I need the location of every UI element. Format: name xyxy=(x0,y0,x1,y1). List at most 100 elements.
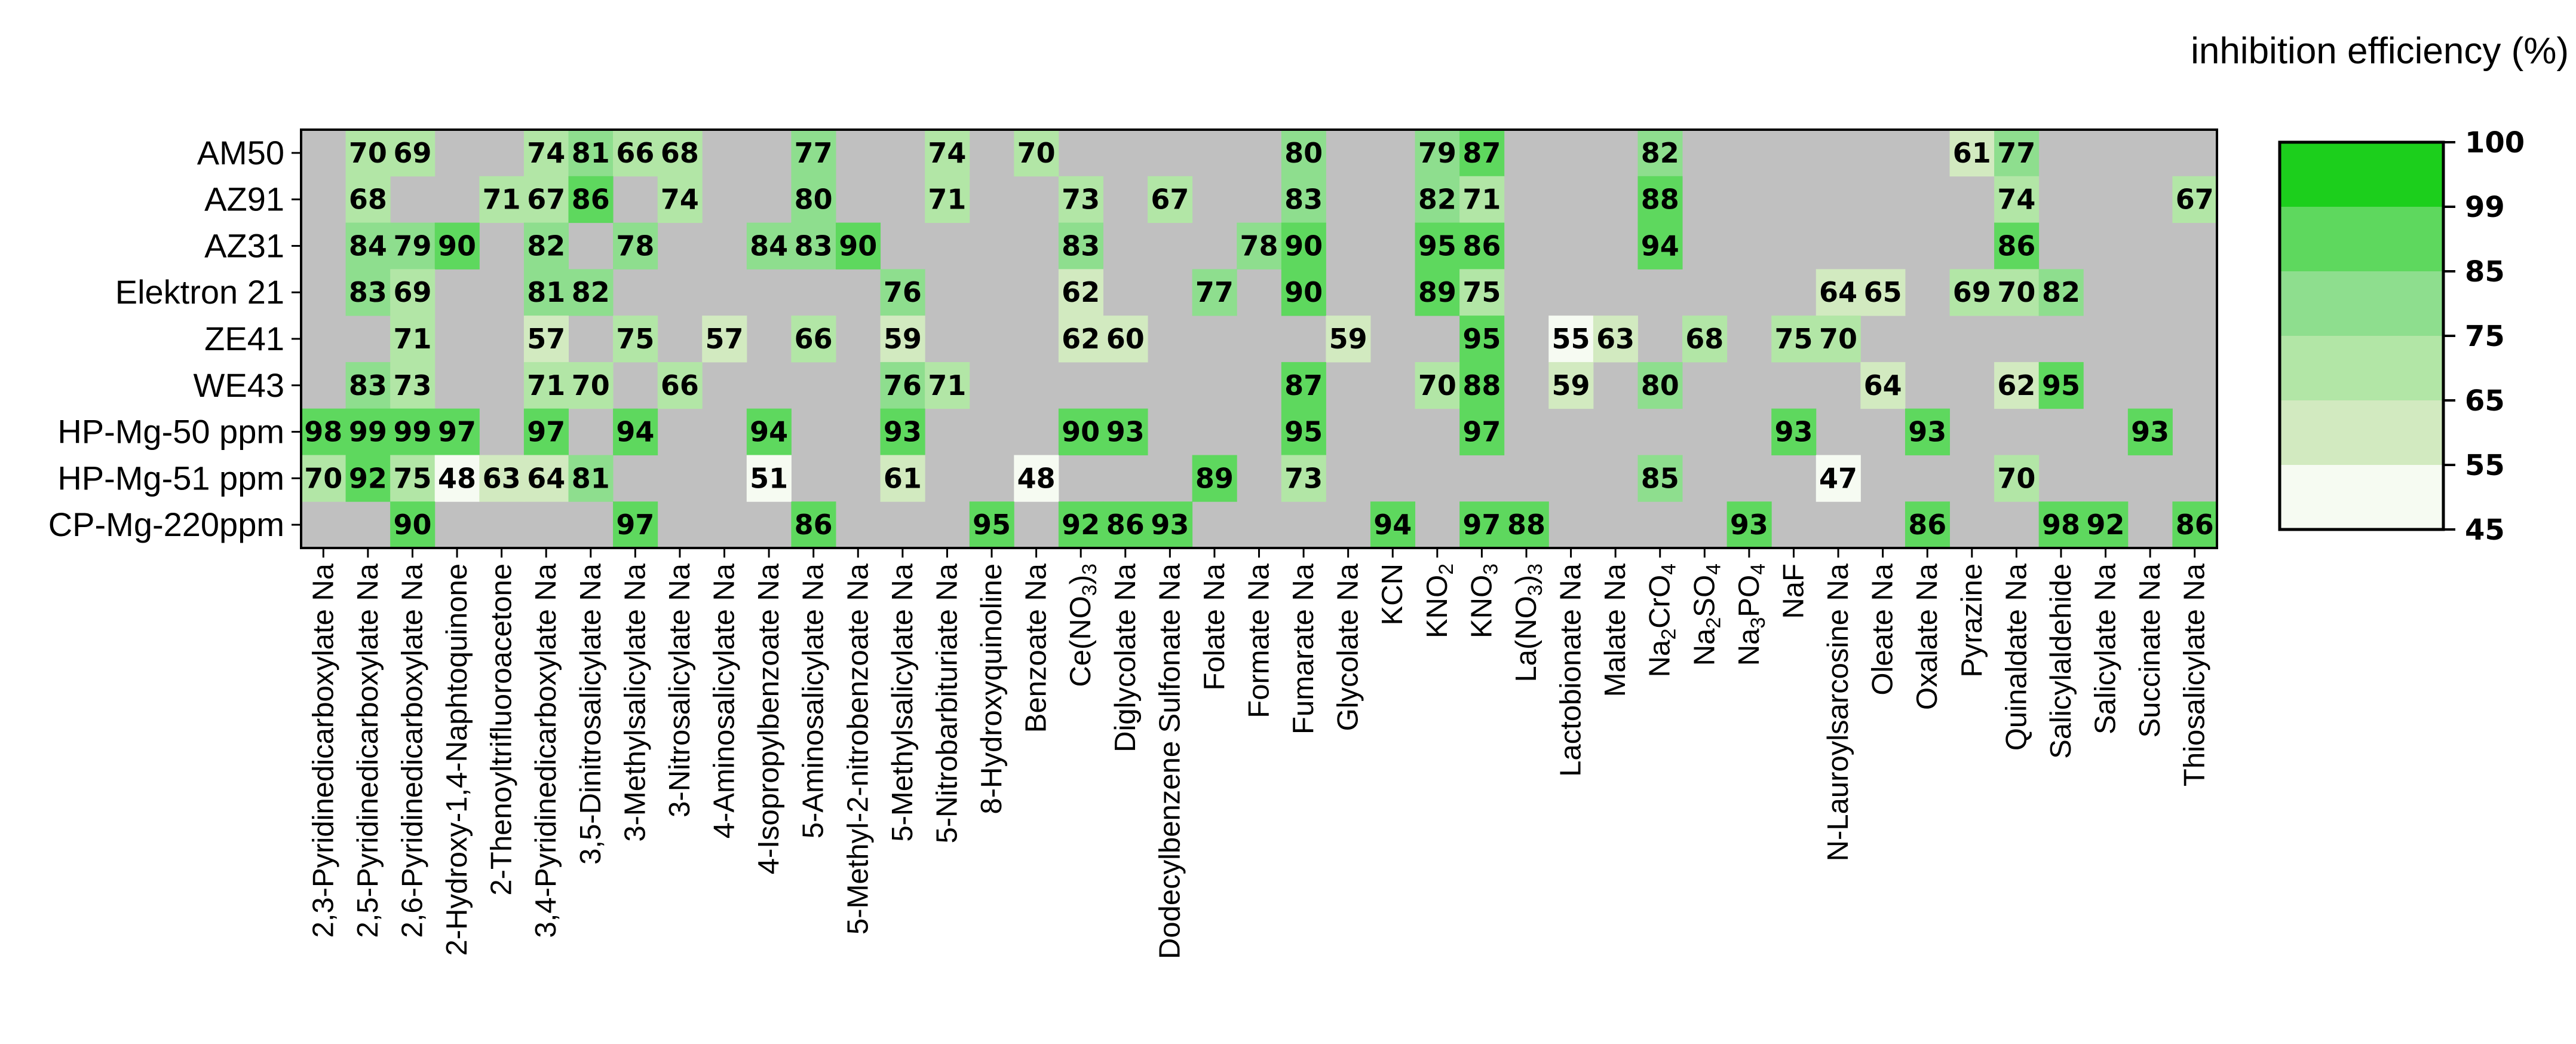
heatmap-cell xyxy=(1994,269,2040,316)
column-label: Oxalate Na xyxy=(1911,563,1943,710)
colorbar-tick-label: 65 xyxy=(2465,384,2505,418)
cell-value-label: 66 xyxy=(661,369,699,402)
heatmap-cell xyxy=(880,362,925,409)
heatmap-cell xyxy=(2038,501,2084,549)
heatmap-cell xyxy=(2038,362,2084,409)
heatmap-cell xyxy=(1415,222,1460,270)
column-label: 2,5-Pyridinedicarboxylate Na xyxy=(352,563,384,938)
cell-value-label: 69 xyxy=(393,137,431,169)
heatmap-cell xyxy=(301,455,346,502)
heatmap-cell xyxy=(1326,316,1371,363)
column-label: Folate Na xyxy=(1198,563,1231,690)
colorbar-bin xyxy=(2280,465,2443,530)
cell-value-label: 62 xyxy=(1997,369,2035,402)
heatmap-cell xyxy=(390,269,436,316)
cell-value-label: 67 xyxy=(2176,183,2214,216)
cell-value-label: 95 xyxy=(2042,369,2080,402)
cell-value-label: 90 xyxy=(839,229,877,262)
heatmap-cell xyxy=(1058,408,1103,455)
cell-value-label: 70 xyxy=(304,462,342,494)
heatmap-cell xyxy=(345,362,391,409)
heatmap-cell xyxy=(1949,269,1995,316)
heatmap-cell xyxy=(613,222,658,270)
plot-frame xyxy=(292,128,2218,558)
heatmap-cell xyxy=(523,269,569,316)
heatmap-cell xyxy=(1637,362,1683,409)
cell-value-label: 61 xyxy=(1953,137,1991,169)
cell-value-label: 94 xyxy=(750,416,788,448)
colorbar-title: inhibition efficiency (%) xyxy=(2191,30,2569,72)
heatmap-cell xyxy=(1103,501,1148,549)
column-label: Diglycolate Na xyxy=(1109,563,1142,752)
cell-value-label: 80 xyxy=(1284,137,1323,169)
cell-value-label: 71 xyxy=(393,323,431,355)
heatmap-cell xyxy=(1058,269,1103,316)
cell-value-label: 70 xyxy=(349,137,387,169)
cell-value-label: 73 xyxy=(1062,183,1100,216)
cell-value-label: 82 xyxy=(572,276,610,308)
heatmap-cell xyxy=(479,176,525,224)
column-labels: 2,3-Pyridinedicarboxylate Na 2,5-Pyridine… xyxy=(307,563,2210,959)
cell-value-label: 95 xyxy=(1462,323,1501,355)
heatmap-cell xyxy=(390,362,436,409)
heatmap-cell xyxy=(1905,408,1951,455)
row-labels: AM50 AZ91 AZ31 Elektron 21 ZE41 WE43 HP-Mg-50 … xyxy=(48,134,284,543)
colorbar-tick-label: 100 xyxy=(2465,126,2525,160)
heatmap-cell xyxy=(523,130,569,177)
colorbar-tick-label: 45 xyxy=(2465,513,2505,547)
heatmap-cell xyxy=(390,455,436,502)
heatmap-cell xyxy=(880,316,925,363)
cell-value-label: 92 xyxy=(1062,509,1100,541)
cell-value-label: 93 xyxy=(1774,416,1813,448)
column-label: 5-Methylsalicylate Na xyxy=(887,563,919,841)
cell-value-label: 84 xyxy=(349,229,387,262)
row-label: AZ31 xyxy=(204,226,284,264)
column-label: 8-Hydroxyquinoline xyxy=(976,564,1008,814)
cell-value-label: 79 xyxy=(1418,137,1456,169)
cell-value-label: 73 xyxy=(1284,462,1323,494)
heatmap-cell xyxy=(1103,408,1148,455)
column-label: N-Lauroylsarcosine Na xyxy=(1822,563,1854,861)
heatmap-cell xyxy=(1459,176,1505,224)
cell-value-label: 76 xyxy=(884,369,922,402)
heatmap-cell xyxy=(390,501,436,549)
heatmap-cell xyxy=(2172,501,2218,549)
cell-value-label: 64 xyxy=(1864,369,1902,402)
heatmap-cell xyxy=(1192,455,1237,502)
colorbar-bin xyxy=(2280,336,2443,401)
column-label: KCN xyxy=(1376,564,1409,625)
cell-value-label: 75 xyxy=(393,462,431,494)
heatmap-cell xyxy=(1816,269,1861,316)
heatmap-cell xyxy=(1370,501,1416,549)
cell-value-label: 68 xyxy=(349,183,387,216)
column-label: Thiosalicylate Na xyxy=(2179,563,2211,786)
heatmap-cell xyxy=(2038,269,2084,316)
heatmap-cell xyxy=(345,455,391,502)
cell-value-label: 83 xyxy=(349,369,387,402)
cell-value-label: 89 xyxy=(1195,462,1234,494)
cell-value-label: 88 xyxy=(1462,369,1501,402)
heatmap-cell xyxy=(1192,269,1237,316)
cell-value-label: 63 xyxy=(483,462,521,494)
heatmap-cell xyxy=(1459,362,1505,409)
heatmap-cell xyxy=(1459,222,1505,270)
colorbar-bin xyxy=(2280,271,2443,336)
heatmap-cell xyxy=(1726,501,1772,549)
heatmap-cell xyxy=(746,222,792,270)
cell-value-label: 89 xyxy=(1418,276,1456,308)
cell-value-label: 78 xyxy=(1240,229,1278,262)
heatmap-cell xyxy=(613,316,658,363)
cell-value-label: 88 xyxy=(1641,183,1679,216)
heatmap-cell xyxy=(1816,455,1861,502)
heatmap-cell xyxy=(880,408,925,455)
heatmap-cell xyxy=(1994,362,2040,409)
heatmap-cell xyxy=(1637,176,1683,224)
heatmap-cell xyxy=(657,362,703,409)
heatmap-cell xyxy=(390,316,436,363)
heatmap-cell xyxy=(1014,455,1059,502)
cell-value-label: 66 xyxy=(795,323,833,355)
cell-value-label: 48 xyxy=(438,462,476,494)
heatmap-cell xyxy=(613,130,658,177)
